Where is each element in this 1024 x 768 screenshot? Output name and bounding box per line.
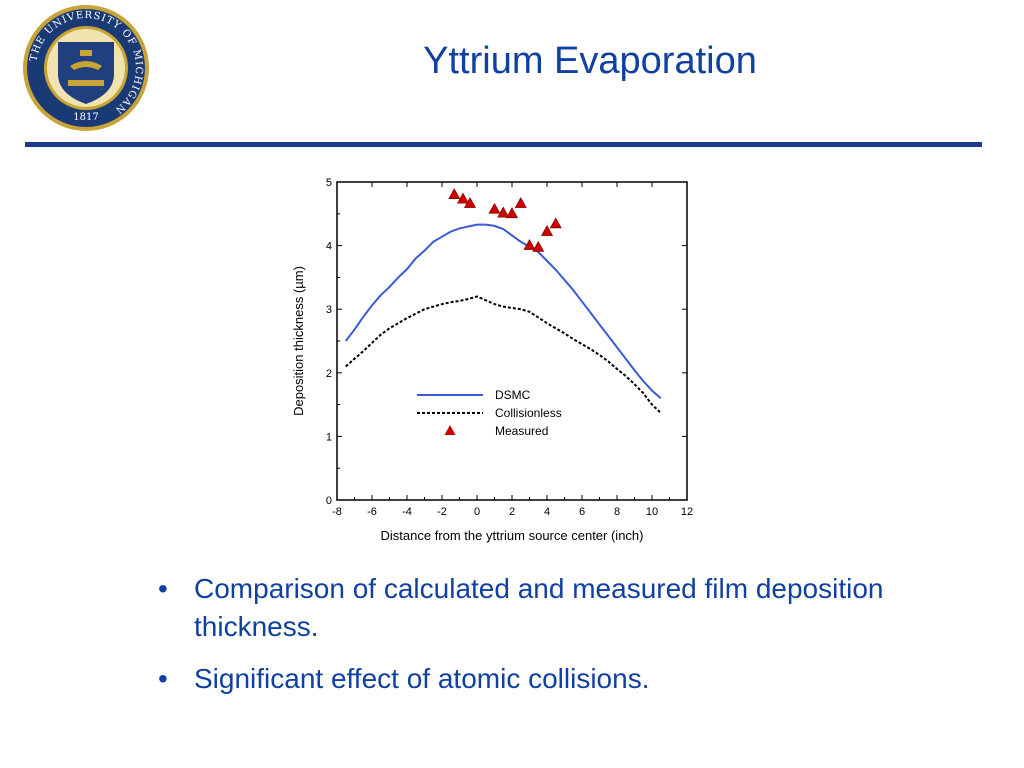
title-divider — [25, 142, 982, 147]
y-tick-label: 2 — [326, 368, 332, 380]
x-tick-label: 4 — [544, 506, 550, 518]
legend-label: DSMC — [495, 388, 531, 402]
y-tick-label: 0 — [326, 495, 332, 507]
measured-point — [532, 240, 545, 252]
measured-point — [540, 224, 554, 236]
y-tick-label: 3 — [326, 304, 332, 316]
university-seal: THE UNIVERSITY OF MICHIGAN 1817 — [22, 4, 150, 132]
bullet-list: • Comparison of calculated and measured … — [150, 570, 950, 712]
x-tick-label: 10 — [646, 506, 658, 518]
dsmc-series-line — [344, 223, 662, 399]
x-tick-label: 6 — [579, 506, 585, 518]
x-tick-label: -2 — [437, 506, 447, 518]
x-tick-label: -6 — [367, 506, 377, 518]
y-axis-label: Deposition thickness (µm) — [291, 266, 306, 416]
collisionless-series-line — [345, 295, 662, 414]
x-tick-label: -8 — [332, 506, 342, 518]
y-tick-label: 5 — [326, 177, 332, 189]
bullet-item: • Comparison of calculated and measured … — [150, 570, 950, 646]
measured-point — [523, 238, 536, 250]
bullet-item: • Significant effect of atomic collision… — [150, 660, 950, 698]
x-tick-label: 0 — [474, 506, 480, 518]
deposition-chart: -8 -6 -4 -2 0 2 4 6 8 10 12 0 1 2 3 4 5 DSMC Collisionles… — [285, 170, 725, 550]
measured-point — [497, 206, 510, 218]
x-tick-label: 2 — [509, 506, 515, 518]
legend-label: Measured — [495, 424, 548, 438]
y-tick-label: 4 — [326, 241, 332, 253]
measured-point — [456, 192, 470, 204]
measured-point — [514, 197, 527, 208]
seal-year: 1817 — [73, 112, 98, 123]
book-icon — [68, 80, 104, 86]
measured-point — [448, 188, 461, 200]
measured-point — [549, 217, 562, 229]
y-tick-label: 1 — [326, 431, 332, 443]
lamp-icon — [70, 61, 102, 70]
measured-point — [488, 202, 501, 214]
seal-shield — [58, 42, 114, 104]
slide-title: Yttrium Evaporation — [423, 40, 757, 82]
measured-point — [463, 197, 477, 208]
legend-label: Collisionless — [495, 406, 562, 420]
measured-point — [505, 207, 519, 219]
x-axis-label: Distance from the yttrium source center … — [381, 528, 644, 543]
chart-legend: DSMC Collisionless Measured — [417, 388, 562, 438]
x-tick-label: 12 — [681, 506, 693, 518]
x-tick-label: 8 — [614, 506, 620, 518]
bullet-dot-icon: • — [158, 573, 168, 604]
x-tick-label: -4 — [402, 506, 412, 518]
bullet-dot-icon: • — [158, 663, 168, 694]
legend-marker-icon — [444, 425, 456, 435]
